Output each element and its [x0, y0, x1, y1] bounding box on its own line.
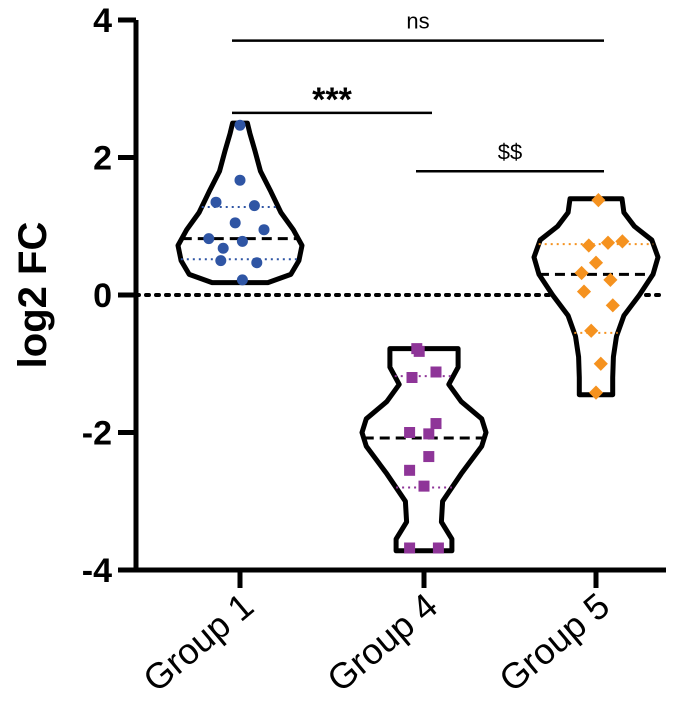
data-point: [203, 233, 215, 245]
data-point: [430, 418, 442, 430]
data-point: [413, 345, 425, 357]
data-point: [423, 428, 435, 440]
data-point: [215, 255, 227, 267]
y-tick-label: 0: [93, 277, 112, 315]
data-point: [588, 385, 604, 400]
significance-label: ***: [312, 81, 352, 119]
data-point: [404, 542, 416, 554]
significance-label: $$: [498, 139, 522, 164]
data-point: [418, 480, 430, 492]
x-category-label: Group 4: [319, 585, 445, 700]
y-tick-label: 2: [93, 140, 112, 178]
data-point: [588, 255, 604, 270]
data-point: [584, 323, 599, 338]
y-axis-label: log2 FC: [11, 222, 55, 369]
x-category-label: Group 1: [135, 585, 261, 700]
data-point: [593, 356, 608, 371]
violin-outline: [359, 346, 489, 554]
data-point: [236, 274, 248, 286]
data-point: [423, 451, 435, 463]
data-point: [603, 272, 618, 287]
data-point: [248, 200, 260, 212]
data-point: [600, 235, 616, 250]
data-point: [234, 119, 246, 131]
data-point: [430, 366, 442, 378]
data-point: [406, 372, 418, 383]
significance-annotations: ns *** $$: [232, 9, 604, 173]
data-point: [404, 427, 416, 438]
violins: [175, 120, 661, 554]
data-point: [432, 542, 444, 554]
data-point: [591, 193, 606, 208]
data-point: [234, 174, 246, 186]
y-tick-label: -4: [82, 552, 112, 590]
data-point: [251, 257, 263, 269]
violin-outline: [531, 196, 661, 398]
data-point: [581, 238, 596, 253]
data-point: [229, 217, 241, 229]
data-point: [404, 464, 416, 476]
data-point: [210, 196, 222, 208]
y-tick-label: -2: [82, 415, 112, 453]
data-point: [615, 234, 630, 249]
x-category-label: Group 5: [491, 585, 617, 700]
significance-label: ns: [406, 9, 429, 34]
data-point: [574, 265, 589, 281]
data-point: [576, 284, 592, 299]
data-point: [236, 235, 248, 247]
data-point: [605, 298, 620, 313]
data-points: [203, 119, 630, 554]
data-point: [217, 242, 229, 254]
data-point: [258, 224, 270, 236]
y-tick-label: 4: [93, 2, 112, 40]
